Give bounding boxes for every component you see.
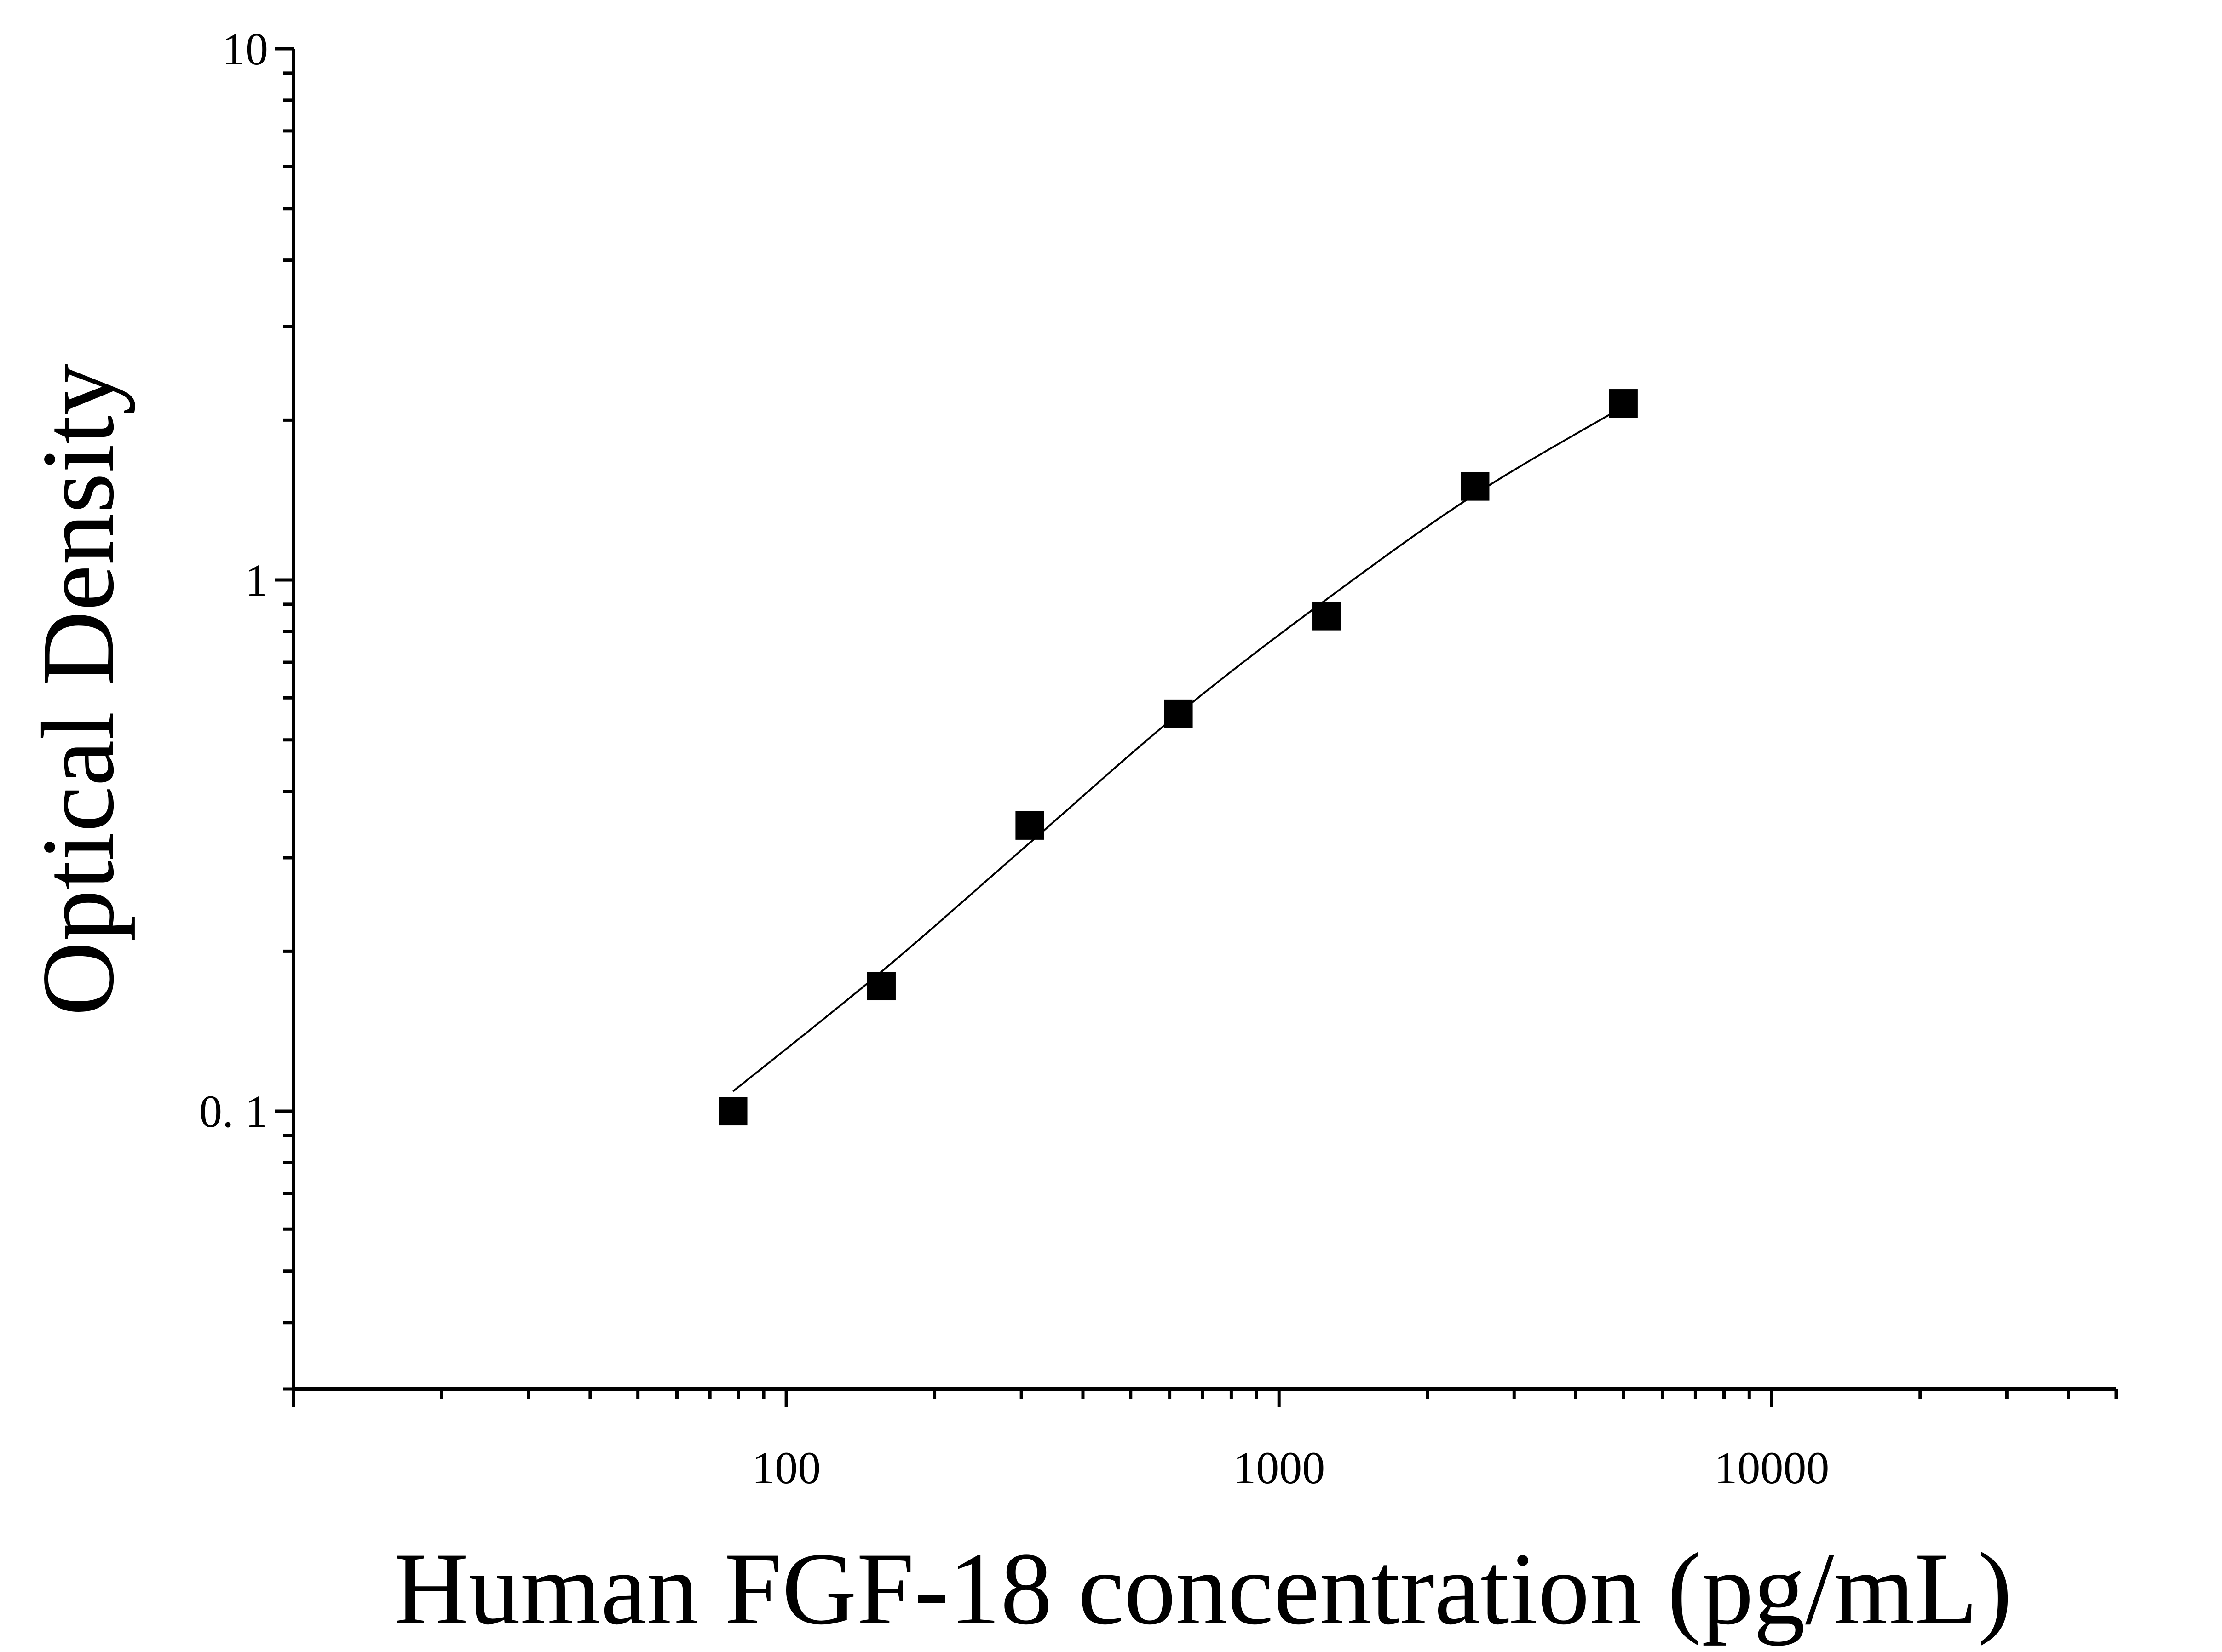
- data-point: [719, 1097, 748, 1126]
- x-tick-label: 1000: [1233, 1442, 1325, 1493]
- x-tick-label: 10000: [1714, 1442, 1829, 1493]
- data-point: [867, 972, 896, 1001]
- fit-curve-layer: [732, 406, 1624, 1092]
- y-tick-label: 0. 1: [199, 1086, 268, 1137]
- data-point: [1164, 699, 1193, 728]
- axes: 0. 1 1 10 100 1000 10000: [199, 23, 2118, 1493]
- x-tick-label: 100: [752, 1442, 821, 1493]
- data-point: [1015, 811, 1044, 840]
- y-tick-label: 10: [222, 23, 268, 75]
- y-tick-label: 1: [245, 555, 268, 606]
- fit-curve: [732, 406, 1624, 1092]
- data-point: [1461, 472, 1490, 501]
- y-axis-title: Optical Density: [20, 364, 135, 1016]
- data-points-layer: [719, 389, 1638, 1126]
- data-point: [1609, 389, 1638, 418]
- x-axis-title: Human FGF-18 concentration (pg/mL): [394, 1531, 2012, 1646]
- data-point: [1312, 602, 1341, 631]
